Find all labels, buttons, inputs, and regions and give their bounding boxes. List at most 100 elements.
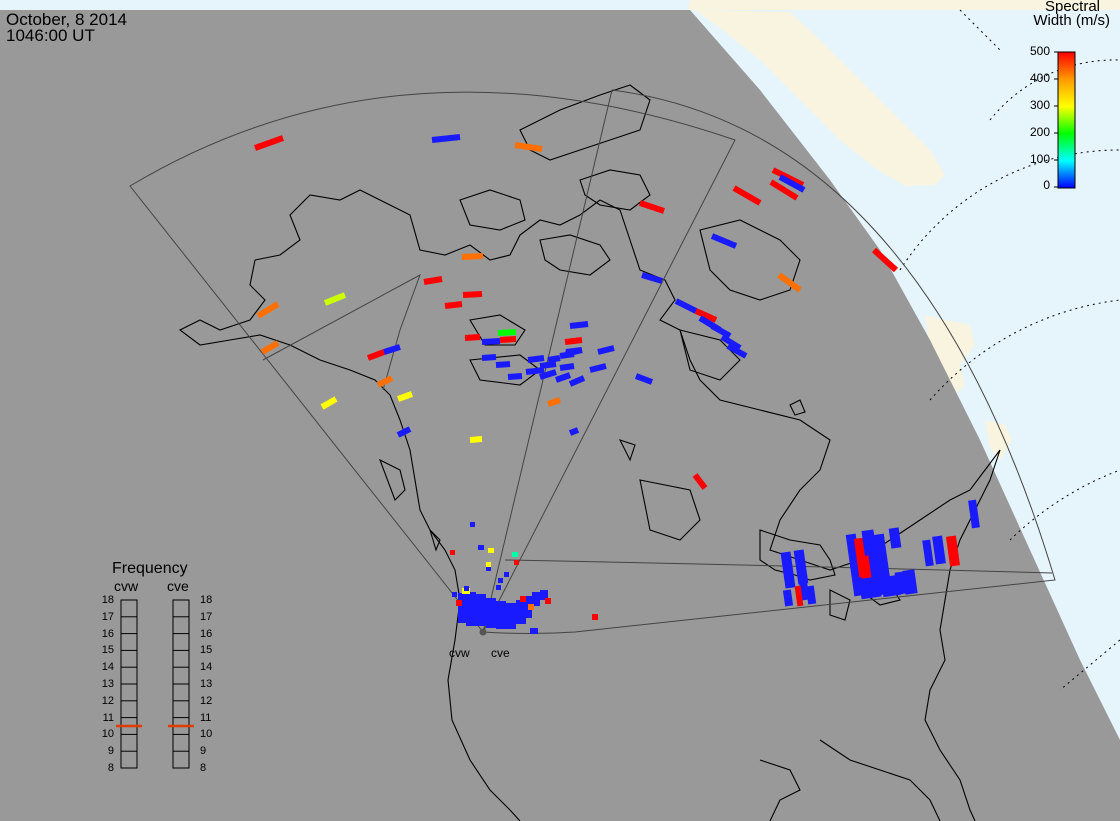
- echo-cell: [456, 600, 462, 606]
- echo-cell: [793, 549, 809, 585]
- frequency-tick-left: 17: [101, 610, 114, 623]
- echo-segment: [444, 301, 463, 309]
- echo-cell: [932, 535, 946, 565]
- colorbar-tick: 0: [1043, 178, 1050, 192]
- echo-cell: [458, 593, 466, 623]
- echo-segment: [376, 375, 394, 388]
- frequency-tick-right: 11: [200, 711, 212, 724]
- echo-cell: [496, 585, 501, 590]
- frequency-tick-left: 15: [101, 644, 114, 657]
- radar-site-marker: [479, 628, 487, 636]
- colorbar-title-line2: Width (m/s): [1033, 12, 1110, 29]
- echo-cell: [506, 603, 516, 629]
- frequency-tick-left: 12: [101, 694, 114, 707]
- frequency-tick-right: 8: [200, 762, 207, 774]
- echo-cell: [486, 598, 496, 628]
- echo-cell: [450, 550, 455, 555]
- echo-segment: [481, 354, 497, 361]
- echo-segment: [462, 291, 483, 298]
- frequency-tick-left: 8: [107, 762, 114, 774]
- echo-cell: [794, 585, 804, 607]
- echo-cell: [512, 552, 518, 557]
- echo-segment: [539, 369, 557, 380]
- echo-cell: [782, 589, 794, 607]
- echo-cell: [545, 598, 551, 604]
- colorbar-tick: 500: [1029, 44, 1050, 58]
- echo-segment: [320, 396, 338, 410]
- cvw-fov-outline: [129, 91, 736, 633]
- echo-cell: [478, 545, 484, 550]
- echo-segment: [639, 200, 665, 214]
- echo-segment: [771, 167, 805, 188]
- echo-segment: [539, 361, 557, 369]
- colorbar-gradient: [1057, 51, 1076, 189]
- echo-segment: [469, 436, 483, 443]
- echo-cell: [516, 600, 526, 624]
- echo-cell: [464, 586, 469, 591]
- echo-segment: [547, 397, 561, 407]
- echo-segment: [396, 391, 414, 402]
- echo-segment: [554, 372, 572, 383]
- echo-cell: [532, 592, 540, 606]
- echo-segment: [559, 363, 575, 371]
- echo-cell: [486, 562, 491, 567]
- echo-segment: [564, 337, 583, 345]
- echo-segment: [423, 276, 443, 285]
- echo-cell: [496, 601, 506, 629]
- frequency-col-west: cvw: [114, 578, 139, 594]
- cve-fov-boundary: [504, 559, 1053, 574]
- echo-segment: [710, 233, 738, 249]
- echo-cell: [466, 592, 476, 626]
- echo-cell: [486, 566, 491, 571]
- echo-cell: [516, 618, 522, 624]
- echo-segment: [461, 253, 484, 260]
- frequency-tick-right: 12: [200, 694, 213, 707]
- grid-lines: [899, 9, 1120, 691]
- frequency-tick-right: 18: [200, 594, 213, 606]
- echo-segment: [778, 174, 806, 193]
- frequency-tick-right: 15: [200, 644, 213, 657]
- time-label: 1046:00 UT: [6, 26, 95, 45]
- echo-segment: [871, 247, 899, 273]
- echo-cell: [592, 614, 598, 620]
- echo-segment: [694, 308, 718, 323]
- colorbar-tick: 100: [1029, 152, 1050, 166]
- echo-segment: [525, 367, 545, 375]
- echo-segment: [366, 349, 386, 361]
- frequency-tick-right: 14: [200, 661, 213, 674]
- frequency-tick-left: 9: [107, 745, 114, 758]
- echo-segment: [565, 347, 583, 355]
- echo-segment: [726, 343, 748, 359]
- echo-cell: [530, 628, 538, 634]
- echo-cell: [452, 592, 457, 597]
- echo-segment: [568, 375, 586, 387]
- echo-segment: [253, 135, 285, 151]
- echo-segment: [634, 373, 654, 385]
- frequency-tick-right: 10: [200, 728, 213, 741]
- echo-segment: [597, 345, 615, 355]
- echo-cell: [858, 574, 882, 600]
- echo-segment: [396, 426, 412, 438]
- echo-segment: [710, 323, 732, 339]
- echo-segment: [514, 142, 543, 152]
- frequency-tick-right: 9: [200, 745, 207, 758]
- radar-label-west: cvw: [449, 646, 470, 660]
- echo-segment: [720, 334, 742, 351]
- echo-cell: [520, 596, 526, 602]
- frequency-tick-left: 18: [101, 594, 114, 606]
- echo-segment: [256, 301, 280, 319]
- echo-cell: [470, 522, 475, 527]
- echo-segment: [641, 272, 663, 284]
- colorbar-tick: 400: [1029, 71, 1050, 85]
- echo-segment: [383, 344, 401, 355]
- echo-segment: [431, 134, 461, 143]
- radar-label-east: cve: [491, 646, 510, 660]
- echo-segment: [547, 355, 561, 363]
- frequency-tick-right: 13: [200, 678, 213, 690]
- frequency-col-east: cve: [167, 578, 189, 594]
- frequency-tick-right: 16: [200, 627, 213, 640]
- echo-segment: [323, 292, 347, 306]
- echo-cell: [488, 548, 494, 553]
- echo-cell: [858, 555, 872, 579]
